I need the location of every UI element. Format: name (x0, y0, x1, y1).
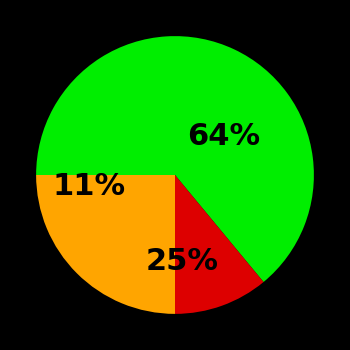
Text: 11%: 11% (52, 172, 125, 201)
Wedge shape (175, 175, 264, 314)
Text: 25%: 25% (146, 247, 218, 275)
Text: 64%: 64% (187, 121, 260, 150)
Wedge shape (36, 175, 175, 314)
Wedge shape (36, 36, 314, 282)
